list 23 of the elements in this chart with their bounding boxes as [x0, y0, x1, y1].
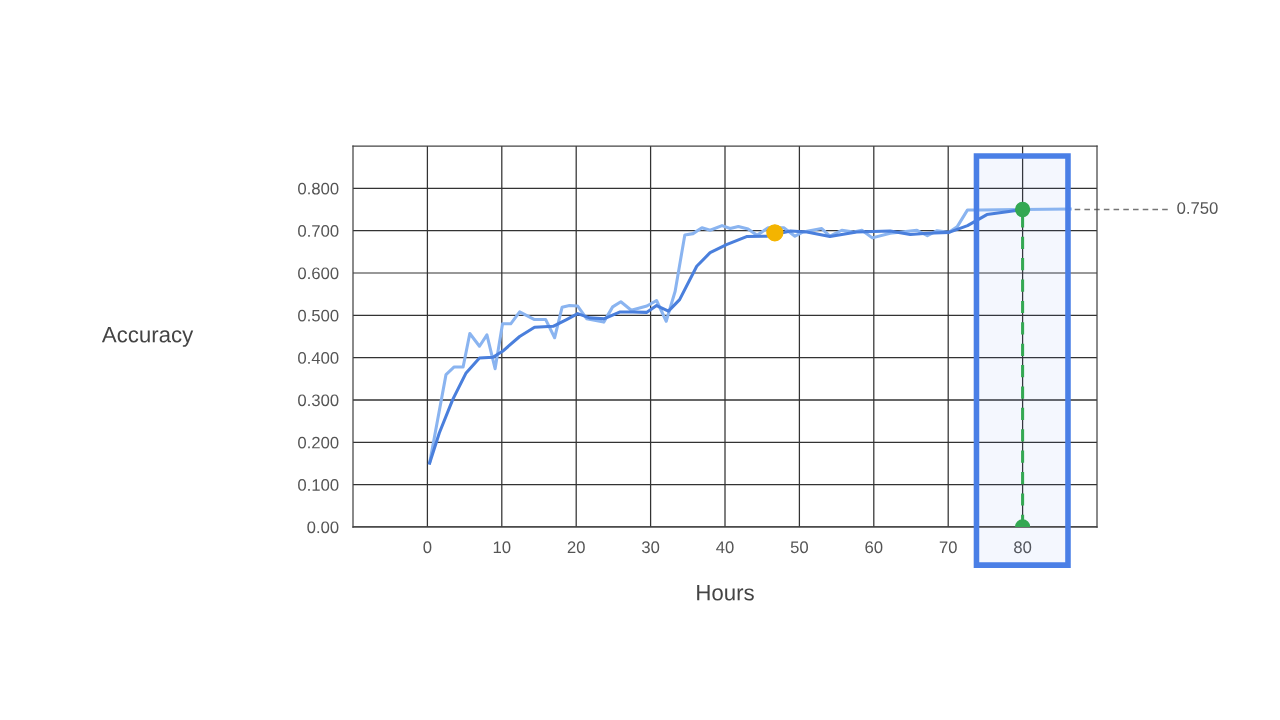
x-tick-label: 20 — [567, 541, 585, 554]
y-tick-label: 0.700 — [298, 225, 339, 237]
x-tick-label: 0 — [423, 541, 432, 554]
y-tick-label: 0.500 — [298, 309, 339, 322]
point — [1014, 201, 1031, 218]
y-tick-label: 0.600 — [298, 267, 339, 280]
x-tick-label: 40 — [716, 541, 734, 554]
x-tick-label: 80 — [1014, 541, 1032, 554]
ref-line-label: 0.750 — [1177, 202, 1218, 214]
x-tick-label: 10 — [493, 541, 511, 554]
x-tick-label: 30 — [641, 541, 660, 554]
point — [766, 224, 784, 242]
y-tick-label: 0.300 — [298, 394, 339, 407]
x-tick-label: 60 — [865, 541, 883, 554]
x-tick-label: 70 — [939, 541, 957, 554]
y-tick-label: 0.800 — [298, 182, 339, 195]
x-axis-title: Hours — [697, 585, 754, 601]
y-axis-title: Accuracy — [101, 326, 194, 347]
y-tick-label: 0.200 — [298, 436, 339, 449]
y-tick-label: 0.00 — [307, 521, 339, 534]
y-tick-label: 0.400 — [298, 352, 339, 364]
y-tick-label: 0.100 — [298, 479, 339, 491]
x-tick-label: 50 — [790, 541, 809, 554]
